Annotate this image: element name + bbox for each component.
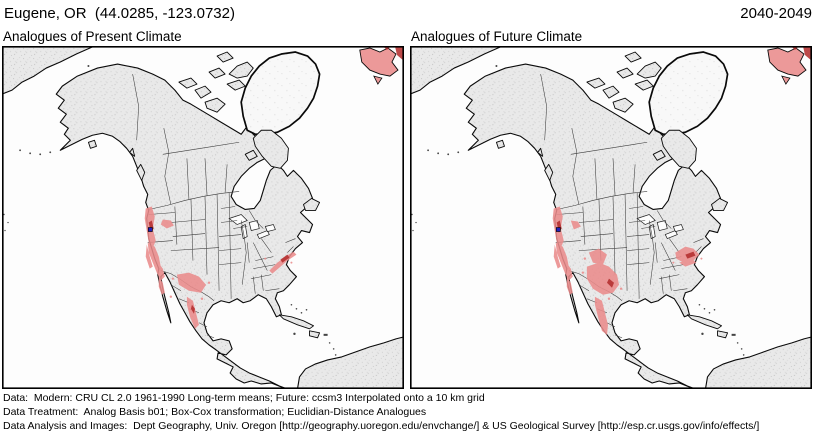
footer-data-treatment: Data Treatment: Analog Basis b01; Box-Co… [3,406,427,418]
analog-regions-present [144,206,297,329]
map-present-climate [2,46,404,389]
eugene-location-marker [148,227,153,232]
map-border-frame [410,46,812,389]
eugene-location-marker [556,227,561,232]
location-title: Eugene, OR (44.0285, -123.0732) [4,5,235,22]
period-label: 2040-2049 [740,5,812,22]
footer-data-source: Data: Modern: CRU CL 2.0 1961-1990 Long-… [3,392,485,404]
map-border-frame [2,46,404,389]
map-title-present: Analogues of Present Climate [3,29,182,44]
map-future-climate [410,46,812,389]
analog-regions-future [552,206,703,335]
footer-data-analysis: Data Analysis and Images: Dept Geography… [3,420,760,432]
map-title-future: Analogues of Future Climate [411,29,583,44]
